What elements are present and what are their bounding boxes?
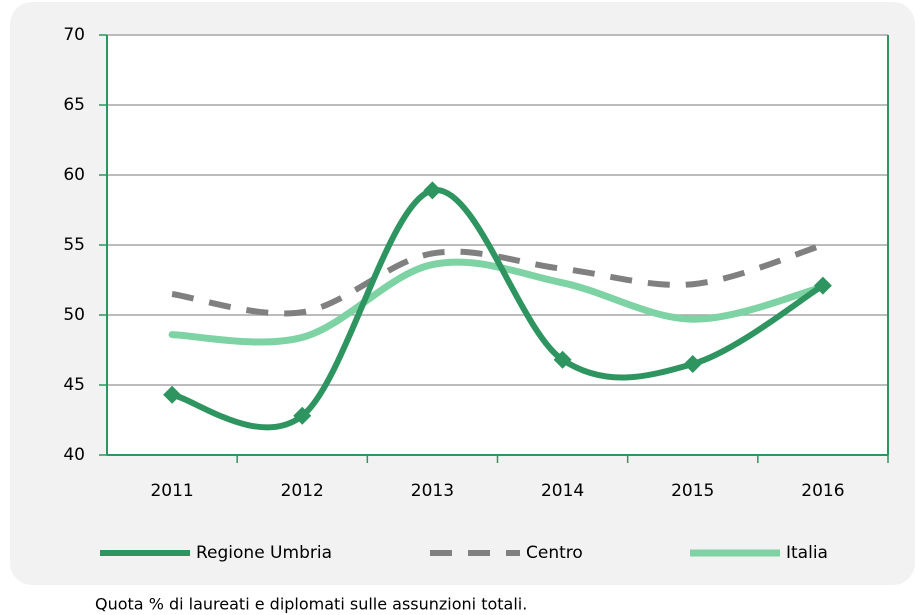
data-marker [163,385,182,404]
legend-label: Regione Umbria [196,543,332,563]
legend-label: Centro [526,543,583,563]
y-tick-label: 40 [63,445,85,465]
x-tick-label: 2011 [150,481,193,501]
series-line [168,258,827,346]
x-tick-label: 2016 [801,481,844,501]
x-tick-label: 2014 [541,481,584,501]
y-tick-label: 55 [63,235,85,255]
y-tick-label: 45 [63,375,85,395]
y-tick-label: 50 [63,305,85,325]
y-tick-label: 65 [63,95,85,115]
data-marker [553,350,572,369]
data-marker [813,276,832,295]
y-tick-label: 60 [63,165,85,185]
caption: Quota % di laureati e diplomati sulle as… [95,595,527,614]
data-marker [293,406,312,425]
x-tick-label: 2015 [671,481,714,501]
x-tick-label: 2013 [411,481,454,501]
data-marker [423,181,442,200]
x-tick-label: 2012 [281,481,324,501]
series-line [171,242,824,317]
legend-label: Italia [786,543,828,563]
data-marker [683,355,702,373]
y-tick-label: 70 [63,25,85,45]
